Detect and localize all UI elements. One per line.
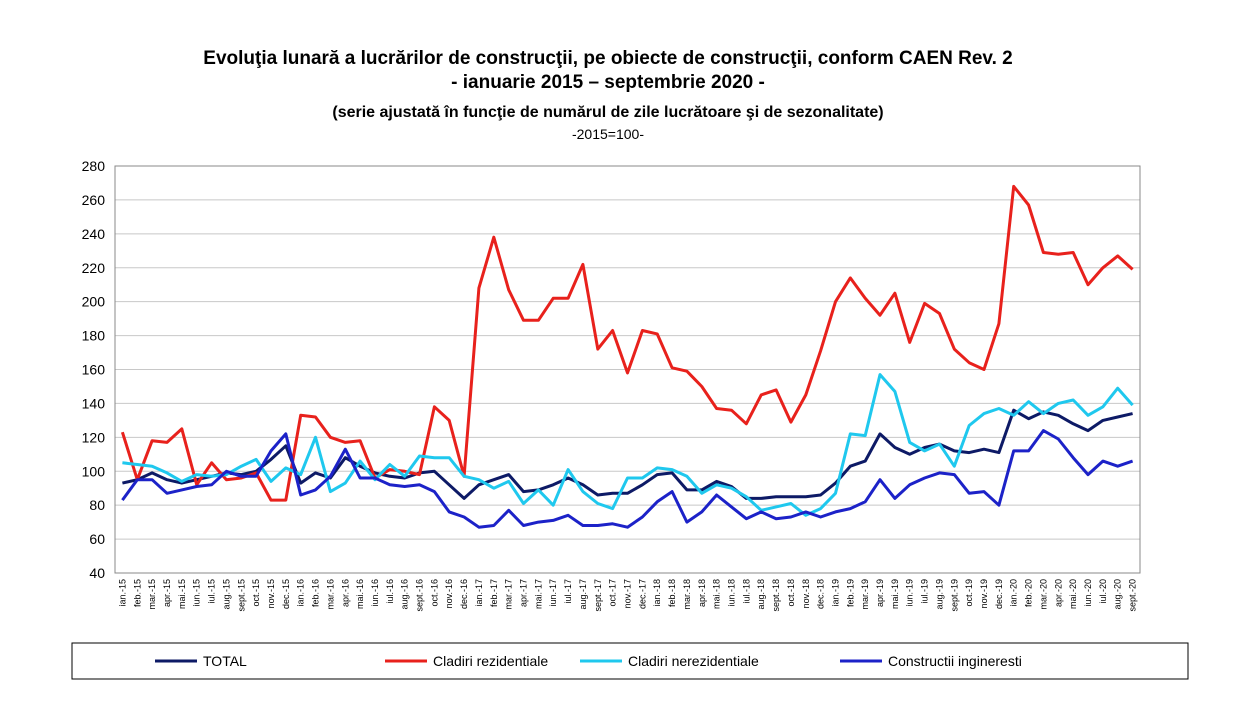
- series-line: [120, 184, 1134, 502]
- x-tick-label: ian.-20: [1009, 579, 1019, 607]
- x-tick-label: nov.-15: [266, 579, 276, 608]
- x-tick-label: iun.-16: [370, 579, 380, 607]
- x-tick-label: sept.-18: [771, 579, 781, 612]
- x-tick-label: nov.-18: [801, 579, 811, 608]
- x-tick-label: apr.-19: [875, 579, 885, 607]
- x-tick-label: dec.-15: [281, 579, 291, 609]
- x-tick-label: dec.-18: [816, 579, 826, 609]
- legend-label: Cladiri nerezidentiale: [628, 653, 759, 669]
- x-tick-label: oct.-15: [251, 579, 261, 607]
- x-tick-label: feb.-20: [1024, 579, 1034, 607]
- chart-base: -2015=100-: [572, 126, 644, 142]
- x-tick-label: ian.-18: [652, 579, 662, 607]
- x-tick-label: feb.-15: [132, 579, 142, 607]
- y-tick-label: 60: [89, 531, 105, 547]
- x-tick-label: oct.-16: [429, 579, 439, 607]
- x-tick-label: mar.-20: [1038, 579, 1048, 610]
- chart-title: Evoluţia lunară a lucrărilor de construc…: [203, 48, 1012, 69]
- x-tick-label: mar.-16: [325, 579, 335, 610]
- legend-label: Constructii ingineresti: [888, 653, 1022, 669]
- x-tick-label: aug.-15: [221, 579, 231, 610]
- chart-subtitle: - ianuarie 2015 – septembrie 2020 -: [451, 72, 765, 93]
- y-tick-label: 280: [82, 158, 106, 174]
- series-line: [122, 408, 1133, 500]
- x-tick-label: iun.-15: [192, 579, 202, 607]
- x-tick-label: iul.-18: [741, 579, 751, 604]
- x-tick-label: aug.-19: [934, 579, 944, 610]
- y-tick-label: 40: [89, 565, 105, 581]
- series-line: [121, 429, 1134, 529]
- x-tick-label: oct.-17: [608, 579, 618, 607]
- y-tick-label: 80: [89, 497, 105, 513]
- x-tick-label: iun.-18: [726, 579, 736, 607]
- y-tick-label: 160: [82, 362, 106, 378]
- x-tick-label: iul.-17: [563, 579, 573, 604]
- legend-box: [71, 642, 1189, 680]
- x-tick-label: dec.-16: [459, 579, 469, 609]
- x-tick-label: mar.-17: [504, 579, 514, 610]
- x-tick-label: sept.-19: [949, 579, 959, 612]
- x-tick-label: mai.-16: [355, 579, 365, 609]
- x-tick-label: apr.-20: [1053, 579, 1063, 607]
- x-tick-label: aug.-20: [1113, 579, 1123, 610]
- x-tick-label: mai.-17: [533, 579, 543, 609]
- x-tick-label: mai.-20: [1068, 579, 1078, 609]
- x-tick-label: iul.-19: [920, 579, 930, 604]
- x-tick-label: mai.-18: [712, 579, 722, 609]
- x-tick-label: mai.-15: [177, 579, 187, 609]
- x-tick-label: feb.-17: [489, 579, 499, 607]
- x-tick-label: aug.-17: [578, 579, 588, 610]
- x-tick-label: nov.-16: [444, 579, 454, 608]
- x-tick-label: mar.-15: [147, 579, 157, 610]
- y-tick-label: 140: [82, 395, 106, 411]
- x-tick-label: dec.-19: [994, 579, 1004, 609]
- y-tick-label: 260: [82, 192, 106, 208]
- y-tick-label: 240: [82, 226, 106, 242]
- x-tick-label: iul.-15: [207, 579, 217, 604]
- y-tick-label: 120: [82, 429, 106, 445]
- x-tick-label: feb.-18: [667, 579, 677, 607]
- x-tick-label: oct.-19: [964, 579, 974, 607]
- x-tick-label: sept.-20: [1128, 579, 1138, 612]
- plot-border: [114, 165, 1141, 574]
- x-tick-label: apr.-16: [340, 579, 350, 607]
- y-tick-label: 100: [82, 463, 106, 479]
- x-tick-label: oct.-18: [786, 579, 796, 607]
- x-tick-label: nov.-19: [979, 579, 989, 608]
- x-tick-label: aug.-16: [400, 579, 410, 610]
- x-tick-label: ian.-17: [474, 579, 484, 607]
- series-line: [122, 373, 1134, 517]
- x-tick-label: apr.-15: [162, 579, 172, 607]
- chart-note: (serie ajustată în funcţie de numărul de…: [332, 104, 883, 121]
- x-tick-label: nov.-17: [623, 579, 633, 608]
- y-tick-label: 180: [82, 328, 106, 344]
- x-tick-label: feb.-16: [311, 579, 321, 607]
- legend-label: Cladiri rezidentiale: [433, 653, 548, 669]
- x-tick-label: iul.-20: [1098, 579, 1108, 604]
- y-tick-label: 200: [82, 294, 106, 310]
- x-tick-label: aug.-18: [756, 579, 766, 610]
- y-tick-label: 220: [82, 260, 106, 276]
- x-tick-label: iul.-16: [385, 579, 395, 604]
- x-tick-label: mar.-18: [682, 579, 692, 610]
- x-tick-label: apr.-18: [697, 579, 707, 607]
- x-tick-label: iun.-17: [548, 579, 558, 607]
- x-tick-label: ian.-15: [117, 579, 127, 607]
- x-tick-label: sept.-17: [593, 579, 603, 612]
- x-tick-label: feb.-19: [845, 579, 855, 607]
- x-tick-label: apr.-17: [519, 579, 529, 607]
- x-tick-label: iun.-19: [905, 579, 915, 607]
- x-tick-label: iun.-20: [1083, 579, 1093, 607]
- x-tick-label: sept.-15: [236, 579, 246, 612]
- x-tick-label: ian.-19: [830, 579, 840, 607]
- x-tick-label: ian.-16: [296, 579, 306, 607]
- x-tick-label: sept.-16: [415, 579, 425, 612]
- x-tick-label: dec.-17: [637, 579, 647, 609]
- legend-label: TOTAL: [203, 653, 247, 669]
- x-tick-label: mar.-19: [860, 579, 870, 610]
- x-tick-label: mai.-19: [890, 579, 900, 609]
